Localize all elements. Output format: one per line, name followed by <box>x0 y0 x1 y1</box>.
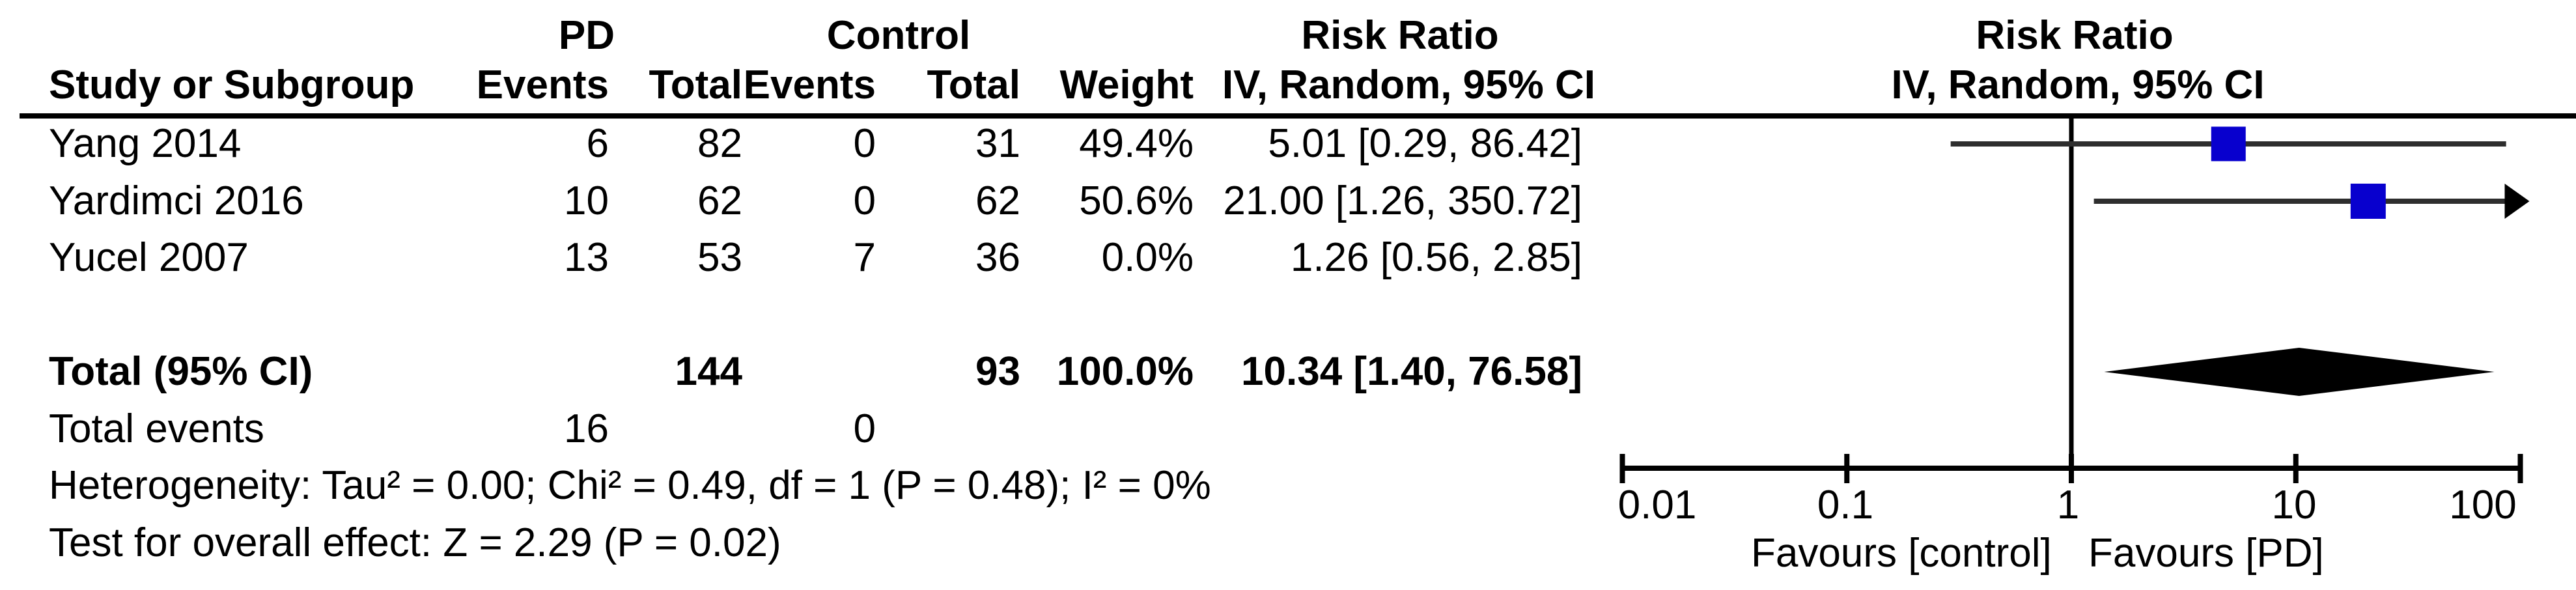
study-ctrl-events: 7 <box>853 235 876 280</box>
header-method-column: IV, Random, 95% CI <box>1222 63 1595 107</box>
header-pd-events: Events <box>476 63 609 107</box>
study-ctrl-total: 62 <box>975 178 1020 223</box>
favours-pd-label: Favours [PD] <box>2088 531 2324 576</box>
total-events-control: 0 <box>853 406 876 451</box>
header-separator-line <box>20 113 2576 119</box>
study-pd-total: 53 <box>697 235 742 280</box>
study-pd-total: 62 <box>697 178 742 223</box>
study-pd-events: 13 <box>564 235 609 280</box>
total-ctrl-total: 93 <box>975 349 1020 394</box>
axis-tick <box>1619 454 1625 483</box>
axis-tick-label-100: 100 <box>2449 483 2517 527</box>
ci-line <box>2093 199 2506 204</box>
axis-tick <box>1844 454 1850 483</box>
study-name: Yucel 2007 <box>49 235 249 280</box>
heterogeneity-text: Heterogeneity: Tau² = 0.00; Chi² = 0.49,… <box>49 463 1211 508</box>
total-ci-text: 10.34 [1.40, 76.58] <box>1241 349 1582 394</box>
study-ctrl-events: 0 <box>853 121 876 166</box>
header-control-total: Total <box>927 63 1021 107</box>
study-ctrl-events: 0 <box>853 178 876 223</box>
header-risk-ratio-column: Risk Ratio <box>1301 13 1499 58</box>
ci-arrow-right <box>2504 184 2530 219</box>
study-ci-text: 1.26 [0.56, 2.85] <box>1290 235 1582 280</box>
study-ctrl-total: 31 <box>975 121 1020 166</box>
axis-tick-label-01: 0.1 <box>1817 483 1874 527</box>
study-name: Yardimci 2016 <box>49 178 304 223</box>
axis-tick-label-1: 1 <box>2056 483 2080 527</box>
study-ci-text: 5.01 [0.29, 86.42] <box>1268 121 1582 166</box>
header-risk-ratio-plot: Risk Ratio <box>1976 13 2174 58</box>
study-ci-text: 21.00 [1.26, 350.72] <box>1223 178 1582 223</box>
effect-square <box>2211 126 2246 162</box>
axis-tick <box>2293 454 2299 483</box>
study-weight: 49.4% <box>1079 121 1194 166</box>
total-events-pd: 16 <box>564 406 609 451</box>
study-weight: 50.6% <box>1079 178 1194 223</box>
effect-square <box>2350 184 2386 219</box>
reference-line <box>2069 119 2074 468</box>
study-ctrl-total: 36 <box>975 235 1020 280</box>
header-study-or-subgroup: Study or Subgroup <box>49 63 415 107</box>
overall-effect-text: Test for overall effect: Z = 2.29 (P = 0… <box>49 520 781 565</box>
axis-tick-label-001: 0.01 <box>1617 483 1697 527</box>
total-pd-total: 144 <box>675 349 742 394</box>
axis-tick <box>2517 454 2523 483</box>
study-pd-total: 82 <box>697 121 742 166</box>
axis-tick-label-10: 10 <box>2271 483 2317 527</box>
study-weight: 0.0% <box>1101 235 1194 280</box>
header-control-events: Events <box>743 63 876 107</box>
total-label: Total (95% CI) <box>49 349 313 394</box>
study-pd-events: 10 <box>564 178 609 223</box>
pooled-diamond <box>2104 348 2495 396</box>
header-pd-total: Total <box>649 63 743 107</box>
total-weight: 100.0% <box>1056 349 1194 394</box>
favours-control-label: Favours [control] <box>1751 531 2052 576</box>
header-group-pd: PD <box>558 13 615 58</box>
header-group-control: Control <box>826 13 971 58</box>
header-method-plot: IV, Random, 95% CI <box>1891 63 2265 107</box>
study-name: Yang 2014 <box>49 121 242 166</box>
header-weight: Weight <box>1059 63 1194 107</box>
total-events-label: Total events <box>49 406 264 451</box>
study-pd-events: 6 <box>586 121 609 166</box>
axis-tick <box>2069 454 2074 483</box>
